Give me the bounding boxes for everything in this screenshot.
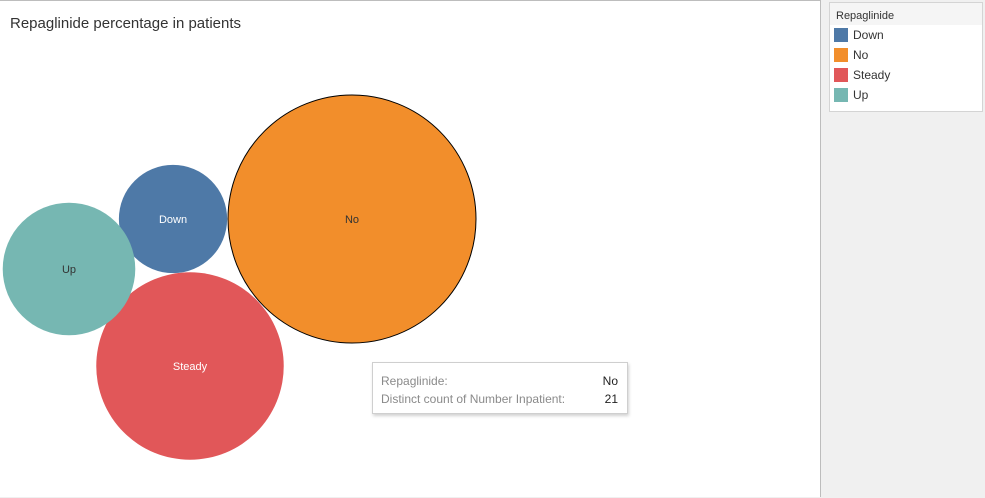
bubble-no[interactable]	[227, 94, 477, 344]
bubble-chart: Down No Steady Up	[2, 94, 477, 460]
bubble-steady[interactable]	[96, 272, 284, 460]
legend-item-up[interactable]: Up	[830, 85, 982, 105]
legend-swatch	[834, 48, 848, 62]
legend-label: No	[853, 48, 869, 62]
legend-label: Up	[853, 88, 869, 102]
bubble-label-up: Up	[62, 264, 76, 276]
color-legend: Repaglinide Down No Steady Up	[829, 2, 983, 112]
legend-swatch	[834, 88, 848, 102]
bubble-down[interactable]	[118, 164, 228, 274]
bubble-label-no: No	[345, 214, 359, 226]
legend-swatch	[834, 28, 848, 42]
tooltip-row: Repaglinide: No	[381, 372, 618, 390]
tooltip-value: 21	[604, 392, 618, 406]
tooltip-value: No	[602, 374, 618, 388]
legend-swatch	[834, 68, 848, 82]
bubble-label-steady: Steady	[173, 361, 208, 373]
legend-label: Down	[853, 28, 884, 42]
bubble-up[interactable]	[2, 202, 136, 336]
worksheet: Repaglinide percentage in patients Down N…	[0, 0, 821, 497]
tooltip-key: Distinct count of Number Inpatient:	[381, 392, 566, 406]
legend-title: Repaglinide	[830, 3, 982, 25]
tooltip: Repaglinide: No Distinct count of Number…	[372, 362, 628, 414]
legend-item-down[interactable]: Down	[830, 25, 982, 45]
legend-label: Steady	[853, 68, 891, 82]
legend-item-steady[interactable]: Steady	[830, 65, 982, 85]
chart-title: Repaglinide percentage in patients	[10, 15, 241, 32]
tooltip-key: Repaglinide:	[381, 374, 448, 388]
bubble-label-down: Down	[159, 214, 187, 226]
tooltip-row: Distinct count of Number Inpatient: 21	[381, 390, 618, 408]
legend-item-no[interactable]: No	[830, 45, 982, 65]
